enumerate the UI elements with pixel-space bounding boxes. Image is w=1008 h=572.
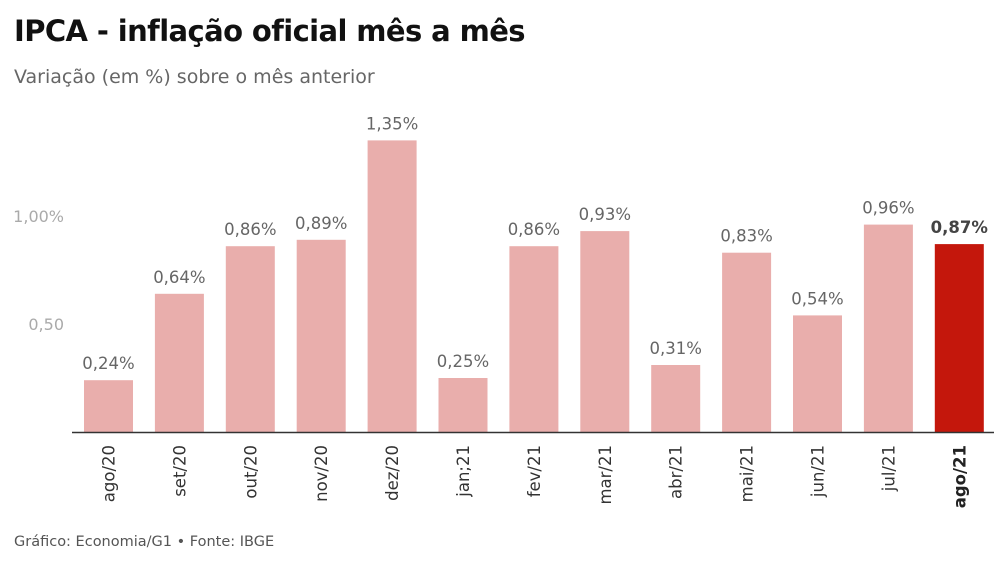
chart-source: Gráfico: Economia/G1 • Fonte: IBGE [14,534,275,550]
y-tick-label: 1,00% [13,207,64,226]
y-tick-label: 0,50 [28,315,64,334]
x-tick-label: dez/20 [383,445,402,501]
bar [651,365,701,432]
bar [367,140,417,432]
bar-value-label: 0,83% [720,227,772,246]
bar [438,378,488,432]
bar-value-label: 0,54% [791,289,843,308]
bar [580,231,630,432]
x-tick-label: jun/21 [809,445,828,498]
bar-value-label: 0,86% [224,220,276,239]
bar [863,224,913,432]
bar [722,252,772,432]
bar-value-label: 0,31% [649,339,701,358]
x-tick-label: ago/20 [100,445,119,502]
bar-value-label: 0,86% [508,220,560,239]
bar [509,246,559,432]
x-tick-label: nov/20 [312,445,331,502]
x-tick-label: out/20 [241,445,260,499]
bar-value-label: 0,96% [862,199,914,218]
bar [154,293,204,432]
x-tick-label: mai/21 [738,445,757,502]
x-tick-label: jan;21 [454,445,473,498]
x-tick-label: abr/21 [667,445,686,499]
bar-value-label: 0,64% [153,268,205,287]
bar-value-label: 0,93% [579,205,631,224]
x-tick-label: ago/21 [950,445,969,508]
bar-value-label: 0,25% [437,352,489,371]
bar [84,380,133,432]
x-tick-label: jul/21 [879,445,898,492]
bar-value-label: 1,35% [366,114,418,133]
x-tick-label: fev/21 [525,445,544,497]
x-tick-label: mar/21 [596,445,615,505]
bar [225,246,275,432]
bar [793,315,842,432]
chart-title: IPCA - inflação oficial mês a mês [14,14,526,48]
bar-value-label: 0,87% [931,218,989,237]
bar-value-label: 0,89% [295,214,347,233]
bar [934,244,984,432]
bar [296,239,346,432]
bar-value-label: 0,24% [82,354,134,373]
chart-subtitle: Variação (em %) sobre o mês anterior [14,66,375,88]
x-tick-label: set/20 [170,445,189,497]
